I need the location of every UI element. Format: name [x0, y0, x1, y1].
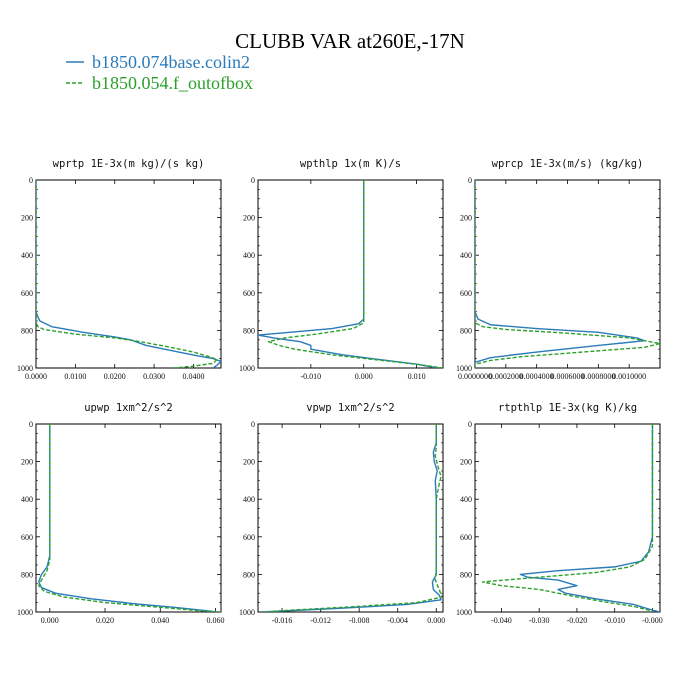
- panel-title: upwp 1xm^2/s^2: [84, 402, 173, 414]
- panel-0: wprtp 1E-3x(m kg)/(s kg) 0 200 400 600 800 100…: [17, 158, 222, 381]
- x-tick-label: 0.0100: [64, 372, 86, 381]
- panel-1: wpthlp 1x(m K)/s 0 200 400 600 800 1000 -0.010 0…: [239, 158, 444, 381]
- x-tick-label: 0.040: [151, 616, 169, 625]
- y-tick-label: 200: [460, 458, 472, 467]
- panel-title: rtpthlp 1E-3x(kg K)/kg: [498, 402, 637, 414]
- y-tick-label: 600: [243, 533, 255, 542]
- panel-3: upwp 1xm^2/s^2 0 200 400 600 800 1000 0.000 0.02…: [17, 402, 224, 625]
- series-line-0: [38, 424, 216, 612]
- x-tick-label: 0.0400: [182, 372, 204, 381]
- series-line-0: [36, 180, 221, 368]
- series-line-1: [481, 424, 654, 612]
- panel-title: wpthlp 1x(m K)/s: [300, 158, 401, 170]
- series-line-1: [262, 424, 443, 612]
- y-tick-label: 400: [21, 251, 33, 260]
- x-tick-label: 0.0010000: [612, 372, 646, 381]
- panel-2: wprcp 1E-3x(m/s) (kg/kg) 0 200 400 600 800 100…: [456, 158, 661, 381]
- series-line-0: [258, 180, 438, 368]
- x-tick-label: 0.0002000: [489, 372, 523, 381]
- y-tick-label: 600: [21, 289, 33, 298]
- y-tick-label: 0: [29, 176, 33, 185]
- y-tick-label: 0: [468, 420, 472, 429]
- y-tick-label: 0: [29, 420, 33, 429]
- plot-frame: [474, 179, 661, 369]
- y-tick-label: 0: [468, 176, 472, 185]
- x-tick-label: -0.008: [349, 616, 370, 625]
- panels-grid: wprtp 1E-3x(m kg)/(s kg) 0 200 400 600 800 100…: [17, 158, 663, 625]
- y-tick-label: 800: [243, 326, 255, 335]
- y-tick-label: 400: [243, 251, 255, 260]
- y-tick-label: 1000: [17, 364, 33, 373]
- x-tick-label: -0.040: [491, 616, 512, 625]
- y-tick-label: 400: [21, 495, 33, 504]
- y-tick-label: 400: [460, 495, 472, 504]
- x-tick-label: 0.000: [41, 616, 59, 625]
- legend-label-1: b1850.054.f_outofbox: [92, 73, 253, 93]
- plot-frame: [35, 423, 222, 613]
- x-tick-label: 0.020: [96, 616, 114, 625]
- x-tick-label: -0.010: [301, 372, 322, 381]
- y-tick-label: 0: [251, 176, 255, 185]
- y-tick-label: 800: [460, 326, 472, 335]
- panel-title: wprtp 1E-3x(m kg)/(s kg): [53, 158, 205, 170]
- y-tick-label: 600: [460, 289, 472, 298]
- plot-frame: [257, 423, 444, 613]
- panel-5: rtpthlp 1E-3x(kg K)/kg 0 200 400 600 800 1000 -…: [456, 402, 663, 625]
- y-tick-label: 600: [21, 533, 33, 542]
- series-line-1: [475, 180, 660, 368]
- x-tick-label: -0.020: [567, 616, 588, 625]
- x-tick-label: -0.016: [272, 616, 293, 625]
- x-tick-label: 0.0004000: [520, 372, 554, 381]
- legend: b1850.074base.colin2 b1850.054.f_outofbo…: [66, 52, 253, 93]
- x-tick-label: -0.004: [387, 616, 408, 625]
- figure-title: CLUBB VAR at260E,-17N: [235, 29, 465, 53]
- y-tick-label: 1000: [456, 608, 472, 617]
- series-line-0: [262, 424, 442, 612]
- x-tick-label: 0.000: [355, 372, 373, 381]
- x-tick-label: -0.000: [642, 616, 663, 625]
- x-tick-label: -0.030: [529, 616, 550, 625]
- y-tick-label: 200: [21, 214, 33, 223]
- x-tick-label: -0.010: [604, 616, 625, 625]
- panel-4: vpwp 1xm^2/s^2 0 200 400 600 800 1000 -0.016 -0.…: [239, 402, 445, 625]
- y-tick-label: 1000: [17, 608, 33, 617]
- y-tick-label: 200: [243, 458, 255, 467]
- plot-frame: [474, 423, 661, 613]
- y-tick-label: 200: [21, 458, 33, 467]
- series-line-1: [267, 180, 443, 368]
- y-tick-label: 800: [21, 570, 33, 579]
- y-tick-label: 200: [460, 214, 472, 223]
- x-tick-label: 0.0008000: [581, 372, 615, 381]
- panel-title: wprcp 1E-3x(m/s) (kg/kg): [492, 158, 644, 170]
- y-tick-label: 400: [243, 495, 255, 504]
- y-tick-label: 0: [251, 420, 255, 429]
- x-tick-label: -0.012: [310, 616, 331, 625]
- y-tick-label: 800: [460, 570, 472, 579]
- y-tick-label: 1000: [239, 364, 255, 373]
- x-tick-label: 0.0300: [143, 372, 165, 381]
- panel-title: vpwp 1xm^2/s^2: [306, 402, 395, 414]
- y-tick-label: 600: [460, 533, 472, 542]
- y-tick-label: 1000: [239, 608, 255, 617]
- x-tick-label: 0.0000: [25, 372, 47, 381]
- x-tick-label: 0.0000000: [458, 372, 492, 381]
- series-line-1: [36, 180, 218, 368]
- y-tick-label: 400: [460, 251, 472, 260]
- x-tick-label: 0.0006000: [551, 372, 585, 381]
- legend-label-0: b1850.074base.colin2: [92, 52, 250, 72]
- y-tick-label: 600: [243, 289, 255, 298]
- y-tick-label: 1000: [456, 364, 472, 373]
- y-tick-label: 200: [243, 214, 255, 223]
- series-line-1: [38, 424, 221, 612]
- x-tick-label: 0.060: [206, 616, 224, 625]
- series-line-0: [475, 180, 646, 368]
- y-tick-label: 800: [21, 326, 33, 335]
- y-tick-label: 800: [243, 570, 255, 579]
- x-tick-label: 0.0200: [104, 372, 126, 381]
- series-line-0: [519, 424, 660, 612]
- x-tick-label: 0.000: [427, 616, 445, 625]
- x-tick-label: 0.010: [408, 372, 426, 381]
